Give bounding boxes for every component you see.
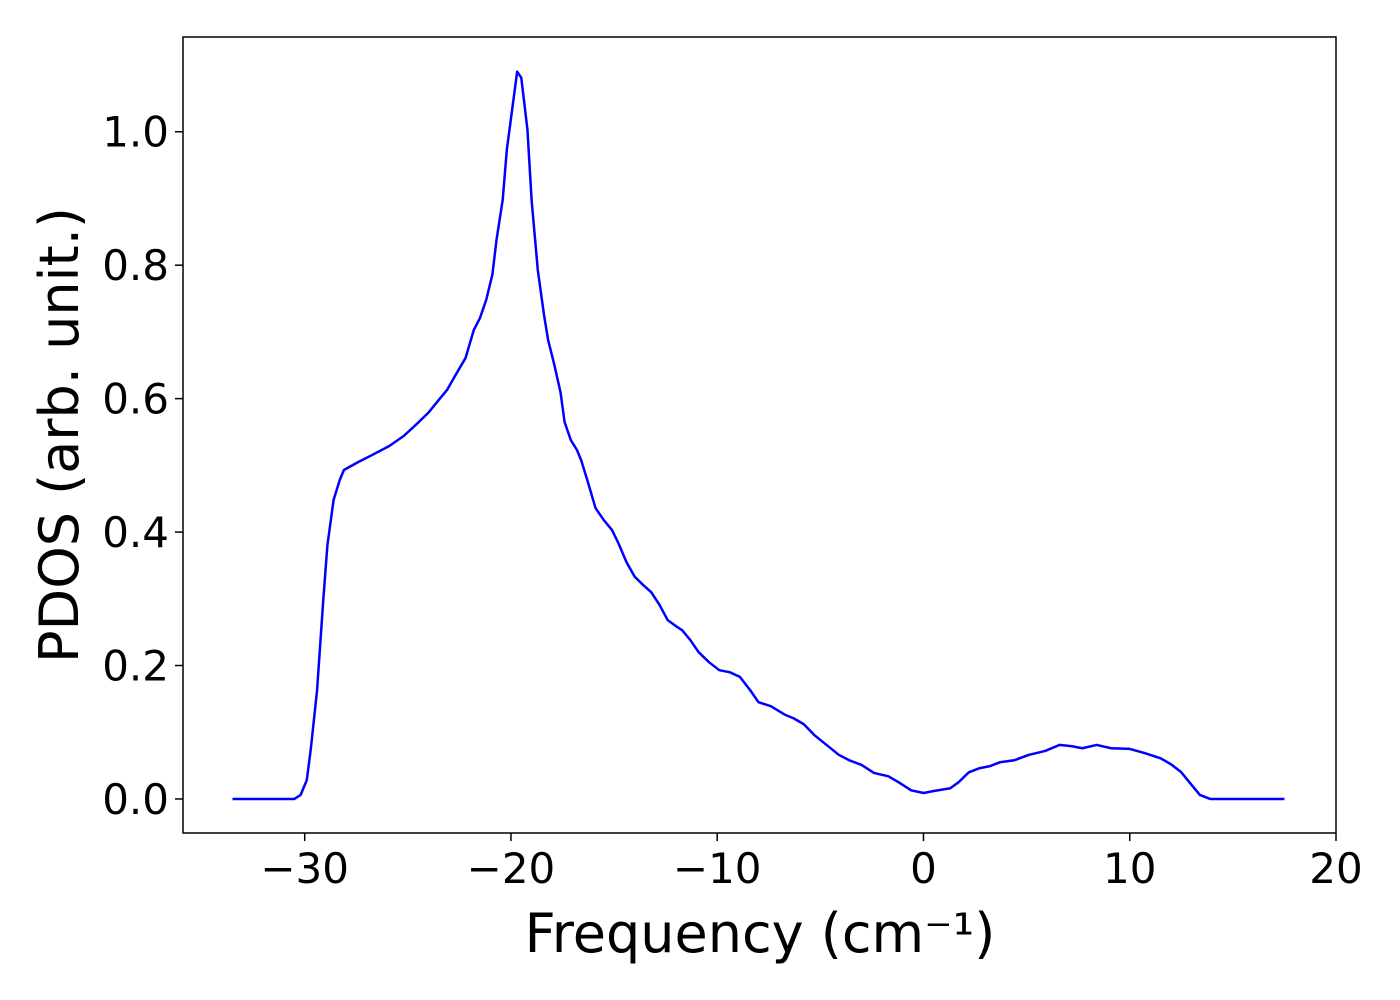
data-line xyxy=(232,70,1285,801)
x-tick-label: 10 xyxy=(1103,844,1156,893)
y-tick-label: 0.6 xyxy=(102,375,169,424)
y-tick-label: 0.8 xyxy=(102,241,169,290)
y-tick-label: 0.2 xyxy=(102,642,169,691)
y-tick-label: 1.0 xyxy=(102,108,169,157)
y-axis-label: PDOS (arb. unit.) xyxy=(28,207,91,663)
y-tick-label: 0.0 xyxy=(102,775,169,824)
x-tick-label: 0 xyxy=(910,844,937,893)
y-tick-label: 0.4 xyxy=(102,508,169,557)
x-tick-label: 20 xyxy=(1309,844,1362,893)
x-tick-label: −20 xyxy=(467,844,556,893)
plot-frame xyxy=(182,36,1337,834)
x-tick-label: −10 xyxy=(673,844,762,893)
x-tick-label: −30 xyxy=(260,844,349,893)
x-axis-label: Frequency (cm⁻¹) xyxy=(525,902,996,965)
